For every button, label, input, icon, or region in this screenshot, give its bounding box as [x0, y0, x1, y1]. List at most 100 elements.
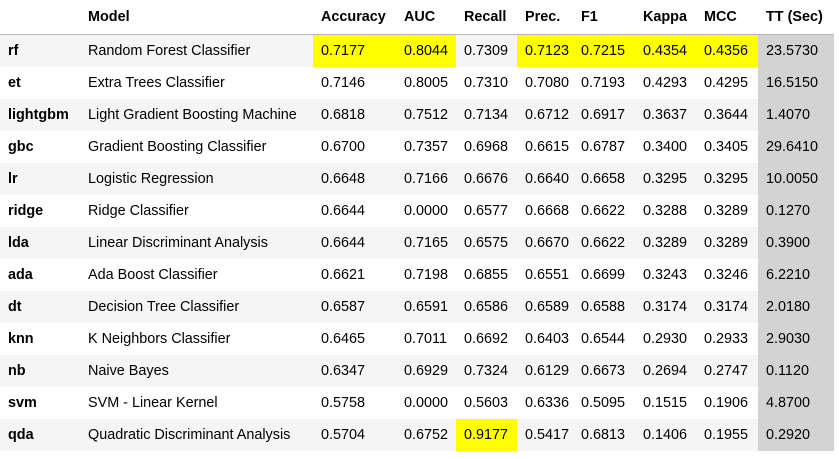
accuracy-cell: 0.6644	[313, 195, 396, 227]
table-row: lda Linear Discriminant Analysis 0.6644 0.7…	[0, 227, 834, 259]
tt-sec-cell: 1.4070	[758, 99, 834, 131]
row-index-label: lightgbm	[0, 99, 80, 131]
model-name-cell: Decision Tree Classifier	[80, 291, 313, 323]
row-index-label: ridge	[0, 195, 80, 227]
auc-cell: 0.7357	[396, 131, 456, 163]
precision-cell: 0.6551	[517, 259, 573, 291]
table-row: gbc Gradient Boosting Classifier 0.6700 0.7…	[0, 131, 834, 163]
auc-cell: 0.8005	[396, 67, 456, 99]
table-row: dt Decision Tree Classifier 0.6587 0.6591 0.…	[0, 291, 834, 323]
accuracy-cell: 0.5704	[313, 419, 396, 451]
header-accuracy: Accuracy	[321, 9, 386, 25]
precision-cell: 0.6589	[517, 291, 573, 323]
accuracy-cell: 0.5758	[313, 387, 396, 419]
header-mcc: MCC	[704, 9, 737, 25]
mcc-cell: 0.3295	[696, 163, 758, 195]
precision-cell: 0.7080	[517, 67, 573, 99]
recall-cell: 0.6855	[456, 259, 517, 291]
f1-cell: 0.6544	[573, 323, 635, 355]
table-row: et Extra Trees Classifier 0.7146 0.8005 0.73…	[0, 67, 834, 99]
table-row: rf Random Forest Classifier 0.7177 0.8044 0.…	[0, 34, 834, 67]
f1-cell: 0.6917	[573, 99, 635, 131]
model-name-cell: Light Gradient Boosting Machine	[80, 99, 313, 131]
mcc-cell: 0.4295	[696, 67, 758, 99]
f1-cell: 0.7193	[573, 67, 635, 99]
tt-sec-cell: 0.3900	[758, 227, 834, 259]
header-model: Model	[88, 9, 130, 25]
row-index-label: nb	[0, 355, 80, 387]
table-row: ada Ada Boost Classifier 0.6621 0.7198 0.685…	[0, 259, 834, 291]
row-index-label: rf	[0, 34, 80, 67]
recall-cell: 0.6676	[456, 163, 517, 195]
kappa-cell: 0.4293	[635, 67, 696, 99]
f1-cell: 0.5095	[573, 387, 635, 419]
recall-cell: 0.9177	[456, 419, 517, 451]
header-index	[0, 0, 80, 35]
mcc-cell: 0.3246	[696, 259, 758, 291]
table-row: svm SVM - Linear Kernel 0.5758 0.0000 0.5603…	[0, 387, 834, 419]
table-row: lightgbm Light Gradient Boosting Machine 0…	[0, 99, 834, 131]
tt-sec-cell: 29.6410	[758, 131, 834, 163]
f1-cell: 0.6673	[573, 355, 635, 387]
precision-cell: 0.6712	[517, 99, 573, 131]
auc-cell: 0.6929	[396, 355, 456, 387]
recall-cell: 0.6577	[456, 195, 517, 227]
accuracy-cell: 0.7177	[313, 34, 396, 67]
table-row: lr Logistic Regression 0.6648 0.7166 0.6676 0…	[0, 163, 834, 195]
auc-cell: 0.7166	[396, 163, 456, 195]
model-comparison-table: Model Accuracy AUC Recall Prec. F1 Kappa…	[0, 0, 834, 451]
row-index-label: lda	[0, 227, 80, 259]
row-index-label: lr	[0, 163, 80, 195]
kappa-cell: 0.1406	[635, 419, 696, 451]
auc-cell: 0.6752	[396, 419, 456, 451]
precision-cell: 0.6403	[517, 323, 573, 355]
f1-cell: 0.6622	[573, 227, 635, 259]
f1-cell: 0.6699	[573, 259, 635, 291]
model-name-cell: Logistic Regression	[80, 163, 313, 195]
tt-sec-cell: 0.1120	[758, 355, 834, 387]
kappa-cell: 0.3288	[635, 195, 696, 227]
auc-cell: 0.7198	[396, 259, 456, 291]
f1-cell: 0.6622	[573, 195, 635, 227]
mcc-cell: 0.3289	[696, 227, 758, 259]
precision-cell: 0.6129	[517, 355, 573, 387]
mcc-cell: 0.3644	[696, 99, 758, 131]
accuracy-cell: 0.6818	[313, 99, 396, 131]
accuracy-cell: 0.7146	[313, 67, 396, 99]
kappa-cell: 0.3289	[635, 227, 696, 259]
kappa-cell: 0.2930	[635, 323, 696, 355]
mcc-cell: 0.4356	[696, 34, 758, 67]
kappa-cell: 0.3295	[635, 163, 696, 195]
recall-cell: 0.6968	[456, 131, 517, 163]
row-index-label: svm	[0, 387, 80, 419]
kappa-cell: 0.3637	[635, 99, 696, 131]
recall-cell: 0.6575	[456, 227, 517, 259]
table-row: nb Naive Bayes 0.6347 0.6929 0.7324 0.6129 0.6…	[0, 355, 834, 387]
tt-sec-cell: 2.0180	[758, 291, 834, 323]
accuracy-cell: 0.6700	[313, 131, 396, 163]
row-index-label: ada	[0, 259, 80, 291]
tt-sec-cell: 10.0050	[758, 163, 834, 195]
header-precision: Prec.	[525, 9, 561, 25]
accuracy-cell: 0.6465	[313, 323, 396, 355]
header-recall: Recall	[464, 9, 507, 25]
recall-cell: 0.5603	[456, 387, 517, 419]
row-index-label: gbc	[0, 131, 80, 163]
model-name-cell: Linear Discriminant Analysis	[80, 227, 313, 259]
tt-sec-cell: 4.8700	[758, 387, 834, 419]
header-tt-sec: TT (Sec)	[766, 9, 823, 25]
precision-cell: 0.6640	[517, 163, 573, 195]
auc-cell: 0.7011	[396, 323, 456, 355]
model-name-cell: Gradient Boosting Classifier	[80, 131, 313, 163]
model-name-cell: K Neighbors Classifier	[80, 323, 313, 355]
row-index-label: knn	[0, 323, 80, 355]
model-name-cell: Quadratic Discriminant Analysis	[80, 419, 313, 451]
tt-sec-cell: 0.2920	[758, 419, 834, 451]
table-body: rf Random Forest Classifier 0.7177 0.8044 0.…	[0, 34, 834, 451]
mcc-cell: 0.1906	[696, 387, 758, 419]
f1-cell: 0.7215	[573, 34, 635, 67]
auc-cell: 0.6591	[396, 291, 456, 323]
tt-sec-cell: 23.5730	[758, 34, 834, 67]
f1-cell: 0.6588	[573, 291, 635, 323]
auc-cell: 0.0000	[396, 387, 456, 419]
